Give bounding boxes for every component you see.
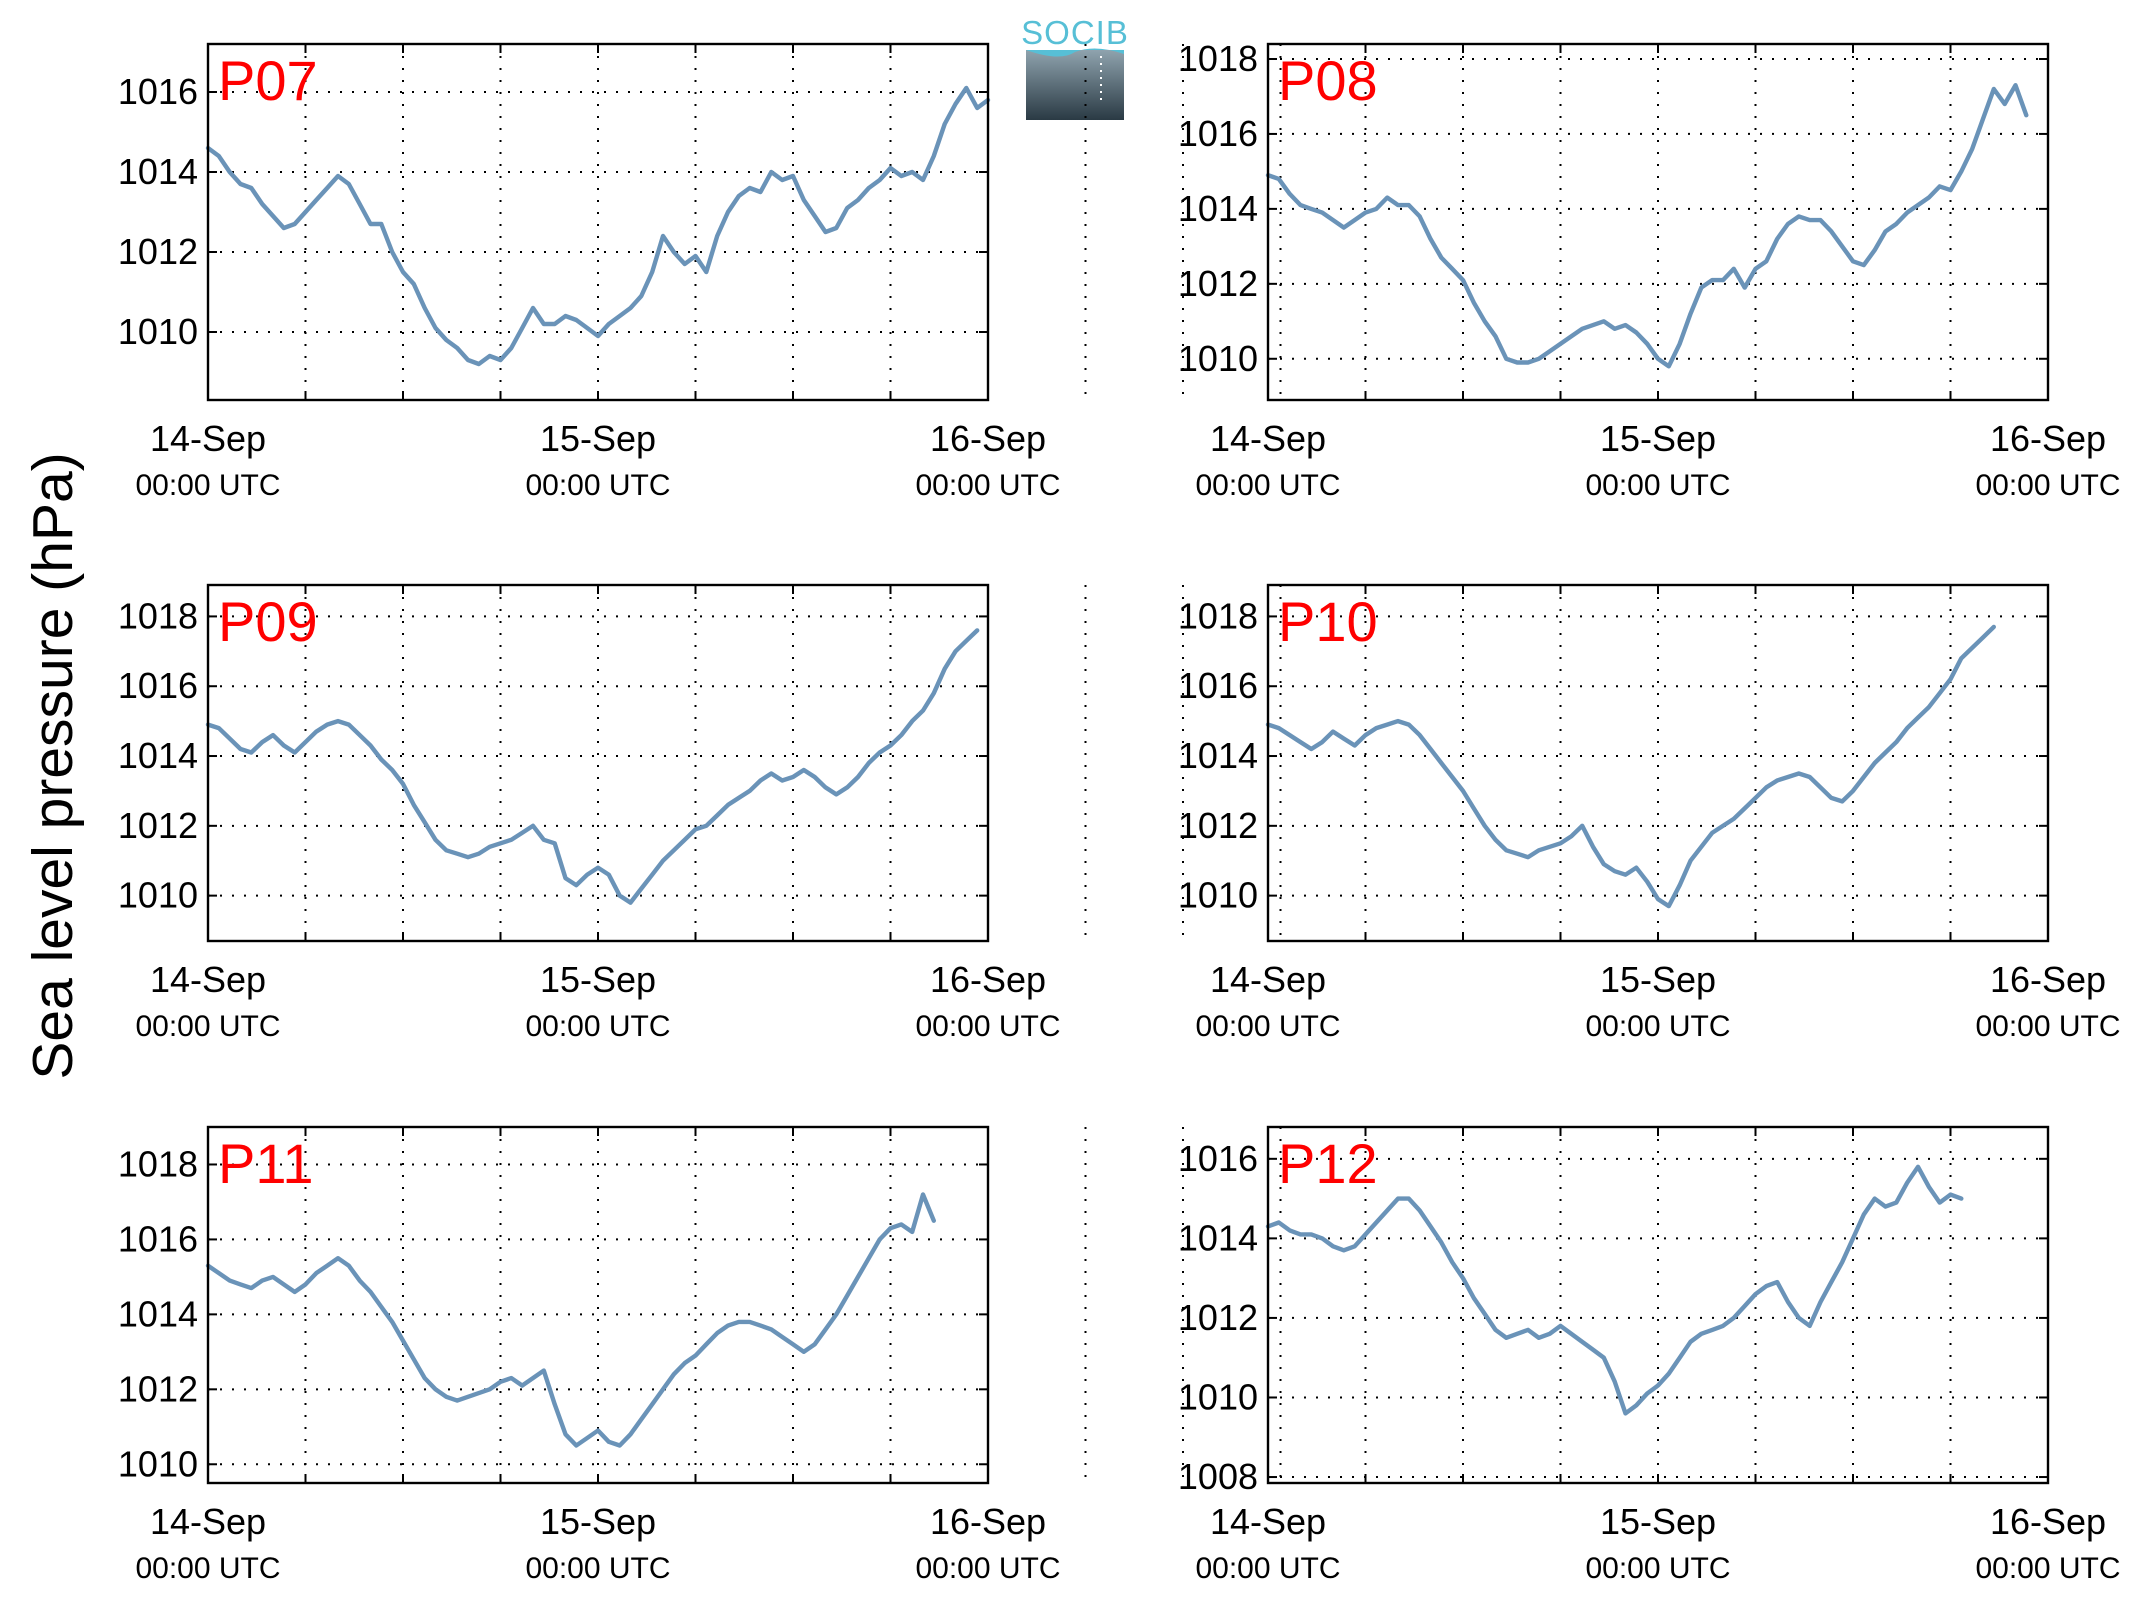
y-tick-label: 1016: [118, 71, 198, 112]
y-tick-label: 1010: [118, 875, 198, 916]
y-tick-label: 1010: [1178, 1376, 1258, 1417]
series-line: [1265, 624, 1996, 909]
x-tick-label: 14-Sep: [1210, 418, 1326, 459]
y-tick-label: 1014: [118, 151, 198, 192]
series-line: [205, 628, 980, 905]
y-tick-label: 1012: [118, 231, 198, 272]
y-tick-label: 1010: [1178, 338, 1258, 379]
x-tick-label: 16-Sep: [930, 418, 1046, 459]
y-tick-label: 1010: [118, 311, 198, 352]
x-tick-label: 15-Sep: [540, 959, 656, 1000]
y-tick-label: 1018: [118, 595, 198, 636]
y-tick-label: 1012: [118, 1368, 198, 1409]
y-tick-label: 1016: [118, 1218, 198, 1259]
x-tick-label: 14-Sep: [150, 959, 266, 1000]
y-tick-label: 1012: [1178, 805, 1258, 846]
x-tick-sublabel: 00:00 UTC: [135, 469, 280, 502]
x-tick-sublabel: 00:00 UTC: [1585, 1010, 1730, 1043]
x-tick-label: 15-Sep: [540, 1501, 656, 1542]
plot-frame: [1266, 583, 2050, 943]
x-tick-label: 15-Sep: [1600, 959, 1716, 1000]
y-tick-label: 1016: [1178, 665, 1258, 706]
x-tick-sublabel: 00:00 UTC: [915, 1010, 1060, 1043]
x-tick-sublabel: 00:00 UTC: [525, 1552, 670, 1585]
y-tick-label: 1008: [1178, 1456, 1258, 1497]
panel-label: P07: [218, 49, 318, 112]
socib-logo: SOCIB: [1021, 14, 1129, 120]
panel-p09: 1010 1012 1014 1016 1018 14-Sep 00:00 UTC 15-Se…: [118, 583, 1282, 1043]
panel-label: P11: [218, 1132, 313, 1195]
x-tick-label: 15-Sep: [540, 418, 656, 459]
y-tick-label: 1010: [118, 1443, 198, 1484]
y-tick-label: 1012: [1178, 1297, 1258, 1338]
x-tick-sublabel: 00:00 UTC: [525, 1010, 670, 1043]
panel-p10: 1010 1012 1014 1016 1018 14-Sep 00:00 UTC 15-Se…: [1178, 583, 2121, 1043]
x-tick-label: 16-Sep: [1990, 418, 2106, 459]
x-tick-sublabel: 00:00 UTC: [1195, 469, 1340, 502]
y-tick-label: 1016: [1178, 113, 1258, 154]
x-tick-label: 16-Sep: [1990, 959, 2106, 1000]
y-tick-label: 1014: [1178, 1217, 1258, 1258]
x-tick-sublabel: 00:00 UTC: [915, 1552, 1060, 1585]
x-tick-label: 14-Sep: [1210, 959, 1326, 1000]
panel-label: P08: [1278, 49, 1378, 112]
series-line: [1265, 1164, 1964, 1416]
x-tick-label: 14-Sep: [1210, 1501, 1326, 1542]
x-tick-label: 14-Sep: [150, 1501, 266, 1542]
panel-p12: 1008 1010 1012 1014 1016 14-Sep 00:00 UTC 15-Se…: [1178, 1125, 2121, 1585]
y-tick-label: 1010: [1178, 875, 1258, 916]
panel-label: P09: [218, 590, 318, 653]
x-tick-sublabel: 00:00 UTC: [1975, 1010, 2120, 1043]
y-tick-label: 1014: [118, 735, 198, 776]
y-tick-label: 1018: [118, 1143, 198, 1184]
plot-frame: [206, 42, 990, 402]
panel-label: P10: [1278, 590, 1378, 653]
x-tick-sublabel: 00:00 UTC: [525, 469, 670, 502]
x-tick-sublabel: 00:00 UTC: [1585, 1552, 1730, 1585]
y-tick-label: 1018: [1178, 38, 1258, 79]
plot-frame: [206, 583, 990, 943]
x-tick-label: 15-Sep: [1600, 1501, 1716, 1542]
x-tick-sublabel: 00:00 UTC: [135, 1552, 280, 1585]
x-tick-label: 16-Sep: [930, 959, 1046, 1000]
x-tick-sublabel: 00:00 UTC: [1585, 469, 1730, 502]
series-line: [205, 1192, 936, 1448]
y-tick-label: 1012: [118, 805, 198, 846]
y-tick-label: 1016: [1178, 1138, 1258, 1179]
x-tick-sublabel: 00:00 UTC: [915, 469, 1060, 502]
panel-p08: 1010 1012 1014 1016 1018 14-Sep 00:00 UTC 15-Se…: [1178, 38, 2121, 502]
plot-frame: [1266, 42, 2050, 402]
series-line: [205, 85, 991, 367]
x-tick-sublabel: 00:00 UTC: [1975, 1552, 2120, 1585]
x-tick-label: 16-Sep: [1990, 1501, 2106, 1542]
panel-p11: 1010 1012 1014 1016 1018 14-Sep 00:00 UTC 15-Se…: [118, 1125, 1282, 1585]
y-tick-label: 1012: [1178, 263, 1258, 304]
x-tick-sublabel: 00:00 UTC: [135, 1010, 280, 1043]
y-tick-label: 1014: [118, 1293, 198, 1334]
plot-frame: [1266, 1125, 2050, 1485]
x-tick-sublabel: 00:00 UTC: [1975, 469, 2120, 502]
logo-text: SOCIB: [1021, 14, 1129, 51]
y-tick-label: 1014: [1178, 735, 1258, 776]
y-axis-label: Sea level pressure (hPa): [21, 452, 85, 1079]
x-tick-sublabel: 00:00 UTC: [1195, 1552, 1340, 1585]
x-tick-label: 14-Sep: [150, 418, 266, 459]
series-line: [1265, 83, 2029, 369]
x-tick-sublabel: 00:00 UTC: [1195, 1010, 1340, 1043]
x-tick-label: 15-Sep: [1600, 418, 1716, 459]
y-tick-label: 1018: [1178, 595, 1258, 636]
y-tick-label: 1016: [118, 665, 198, 706]
panel-label: P12: [1278, 1132, 1378, 1195]
panel-p07: 1010 1012 1014 1016 14-Sep 00:00 UTC 15-Sep 00:…: [118, 42, 1282, 502]
y-tick-label: 1014: [1178, 188, 1258, 229]
plot-frame: [206, 1125, 990, 1485]
x-tick-label: 16-Sep: [930, 1501, 1046, 1542]
